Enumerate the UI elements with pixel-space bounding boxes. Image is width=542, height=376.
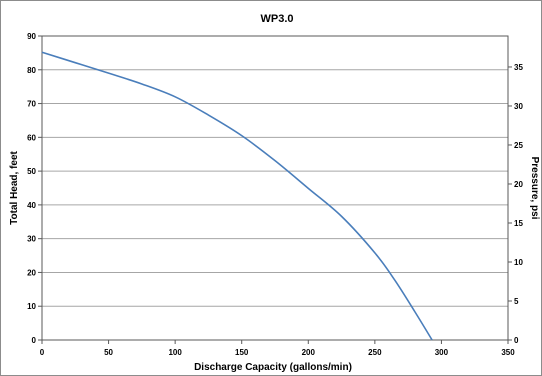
y2-tick-label: 25 — [514, 141, 523, 150]
plot-area — [41, 35, 509, 341]
series-group — [41, 51, 433, 341]
x-tick-label: 350 — [501, 348, 515, 357]
y-axis-ticks: 0 10 20 30 40 50 60 70 80 90 — [27, 32, 42, 345]
y-tick-label: 10 — [27, 302, 36, 311]
x-tick-label: 200 — [302, 348, 316, 357]
y-tick-label: 30 — [27, 235, 36, 244]
x-tick-label: 250 — [368, 348, 382, 357]
y-tick-label: 60 — [27, 133, 36, 142]
y2-tick-label: 5 — [514, 297, 519, 306]
y-tick-label: 50 — [27, 167, 36, 176]
gridlines — [42, 69, 508, 307]
y2-tick-label: 35 — [514, 63, 523, 72]
x-tick-label: 300 — [435, 348, 449, 357]
y-tick-label: 40 — [27, 201, 36, 210]
y-tick-label: 80 — [27, 66, 36, 75]
y2-axis-label: Pressure, psi — [529, 157, 540, 220]
x-tick-label: 150 — [235, 348, 249, 357]
y-tick-label: 90 — [27, 32, 36, 41]
y2-tick-label: 20 — [514, 180, 523, 189]
y2-axis-ticks: 0 5 10 15 20 25 30 35 — [508, 63, 523, 345]
y-axis-label: Total Head, feet — [9, 150, 20, 224]
y2-tick-label: 30 — [514, 102, 523, 111]
y-tick-label: 20 — [27, 268, 36, 277]
y-tick-label: 70 — [27, 100, 36, 109]
x-axis-label: Discharge Capacity (gallons/min) — [194, 362, 352, 373]
chart-title: WP3.0 — [260, 13, 293, 25]
x-tick-label: 0 — [40, 348, 45, 357]
x-tick-label: 100 — [168, 348, 182, 357]
series-line — [41, 51, 433, 341]
y2-tick-label: 15 — [514, 219, 523, 228]
x-axis-ticks: 0 50 100 150 200 250 300 350 — [40, 340, 515, 357]
y2-tick-label: 0 — [514, 336, 519, 345]
y-tick-label: 0 — [32, 336, 37, 345]
y2-tick-label: 10 — [514, 258, 523, 267]
x-tick-label: 50 — [104, 348, 113, 357]
